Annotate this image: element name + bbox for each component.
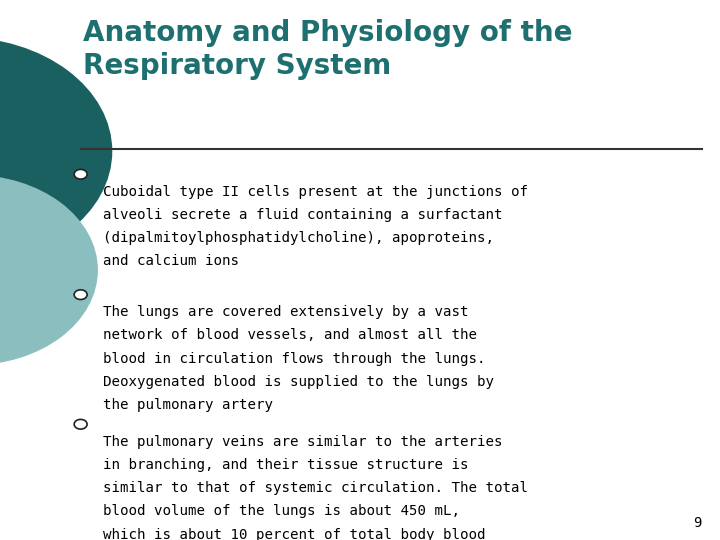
Text: Anatomy and Physiology of the
Respiratory System: Anatomy and Physiology of the Respirator… <box>83 19 572 80</box>
Circle shape <box>74 420 87 429</box>
Text: The lungs are covered extensively by a vast: The lungs are covered extensively by a v… <box>103 305 469 319</box>
Text: which is about 10 percent of total body blood: which is about 10 percent of total body … <box>103 528 485 540</box>
Text: (dipalmitoylphosphatidylcholine), apoproteins,: (dipalmitoylphosphatidylcholine), apopro… <box>103 231 494 245</box>
Text: network of blood vessels, and almost all the: network of blood vessels, and almost all… <box>103 328 477 342</box>
Text: and calcium ions: and calcium ions <box>103 254 239 268</box>
Text: The pulmonary veins are similar to the arteries: The pulmonary veins are similar to the a… <box>103 435 503 449</box>
Text: the pulmonary artery: the pulmonary artery <box>103 398 273 412</box>
Text: blood in circulation flows through the lungs.: blood in circulation flows through the l… <box>103 352 485 366</box>
Text: Cuboidal type II cells present at the junctions of: Cuboidal type II cells present at the ju… <box>103 185 528 199</box>
Circle shape <box>0 176 97 364</box>
Circle shape <box>74 170 87 179</box>
Text: alveoli secrete a fluid containing a surfactant: alveoli secrete a fluid containing a sur… <box>103 208 503 222</box>
Text: similar to that of systemic circulation. The total: similar to that of systemic circulation.… <box>103 481 528 495</box>
Text: 9: 9 <box>693 516 702 530</box>
Text: in branching, and their tissue structure is: in branching, and their tissue structure… <box>103 458 469 472</box>
Circle shape <box>0 38 112 265</box>
Text: blood volume of the lungs is about 450 mL,: blood volume of the lungs is about 450 m… <box>103 504 460 518</box>
Circle shape <box>74 290 87 300</box>
Text: Deoxygenated blood is supplied to the lungs by: Deoxygenated blood is supplied to the lu… <box>103 375 494 389</box>
